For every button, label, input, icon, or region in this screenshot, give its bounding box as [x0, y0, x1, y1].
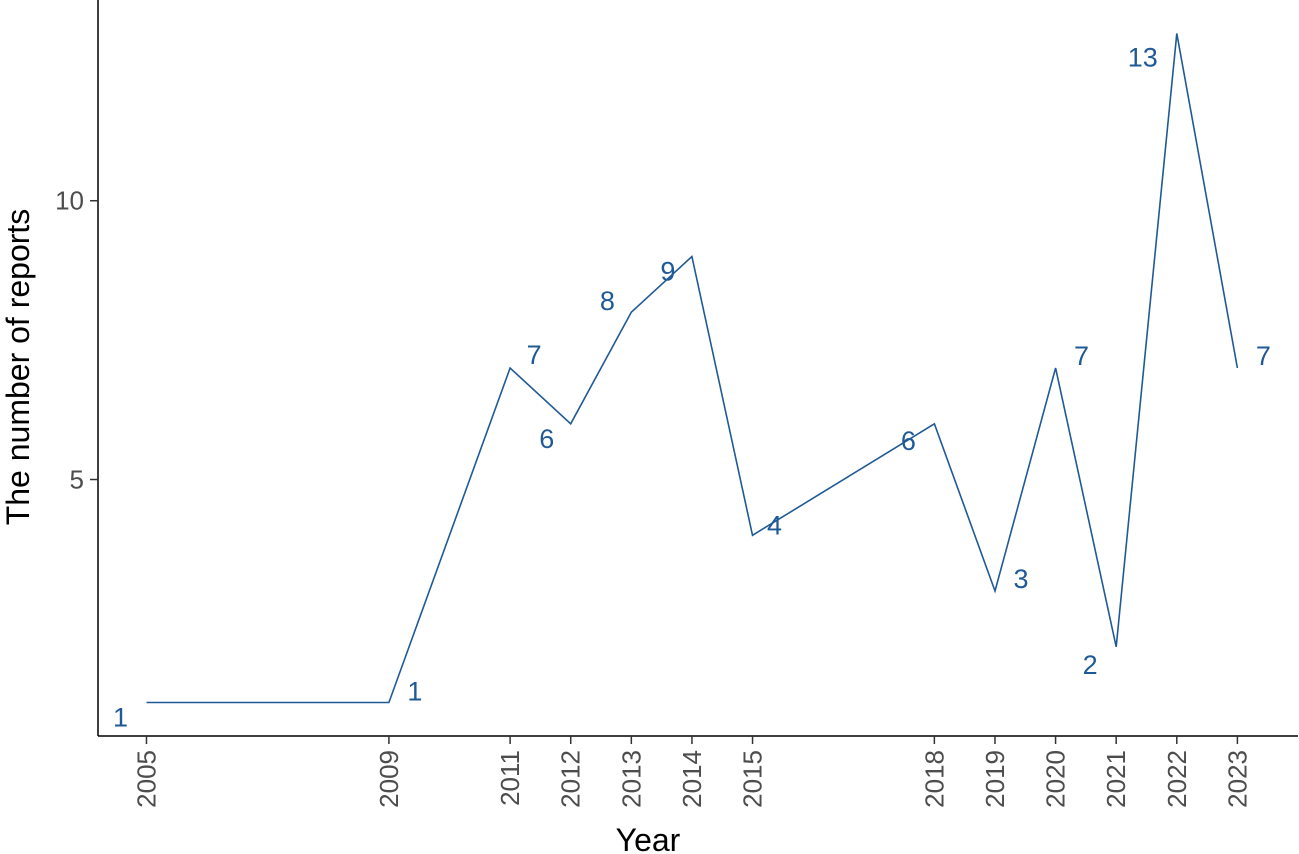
- x-tick-label: 2011: [495, 750, 525, 806]
- series-line: [146, 33, 1239, 704]
- x-tick-label: 2019: [980, 750, 1010, 808]
- x-tick-label: 2013: [616, 750, 646, 808]
- data-label: 1: [407, 677, 422, 707]
- data-label: 3: [1013, 564, 1028, 594]
- data-label: 8: [600, 286, 615, 316]
- data-labels: 1 1 7 6 8 9 4 6 3 7 2 13 7: [113, 42, 1271, 732]
- series-layer: [146, 33, 1239, 704]
- x-tick-label: 2015: [738, 750, 768, 808]
- data-label: 4: [767, 510, 782, 540]
- data-label: 2: [1083, 650, 1098, 680]
- x-tick-label: 2012: [556, 750, 586, 808]
- x-tick-label: 2009: [374, 750, 404, 808]
- y-tick-label: 5: [70, 465, 84, 495]
- data-label: 9: [660, 256, 675, 286]
- data-label: 13: [1128, 42, 1158, 72]
- data-label: 7: [1074, 341, 1089, 371]
- data-label: 7: [1256, 341, 1271, 371]
- data-label: 6: [901, 426, 916, 456]
- y-axis-title: The number of reports: [0, 209, 36, 526]
- x-tick-label: 2021: [1101, 750, 1131, 808]
- x-tick-label: 2023: [1222, 750, 1252, 808]
- axes: 5 10 2005 2009 2011 2012 2013 2014 2015 2018 2019 2…: [55, 0, 1298, 808]
- x-tick-label: 2005: [131, 750, 161, 808]
- data-label: 7: [527, 340, 542, 370]
- data-label: 6: [539, 424, 554, 454]
- data-label: 1: [113, 703, 128, 733]
- x-tick-label: 2022: [1162, 750, 1192, 808]
- x-tick-label: 2020: [1041, 750, 1071, 808]
- x-axis-title: Year: [616, 822, 681, 854]
- x-tick-label: 2018: [919, 750, 949, 808]
- y-tick-label: 10: [55, 186, 84, 216]
- x-tick-label: 2014: [677, 750, 707, 808]
